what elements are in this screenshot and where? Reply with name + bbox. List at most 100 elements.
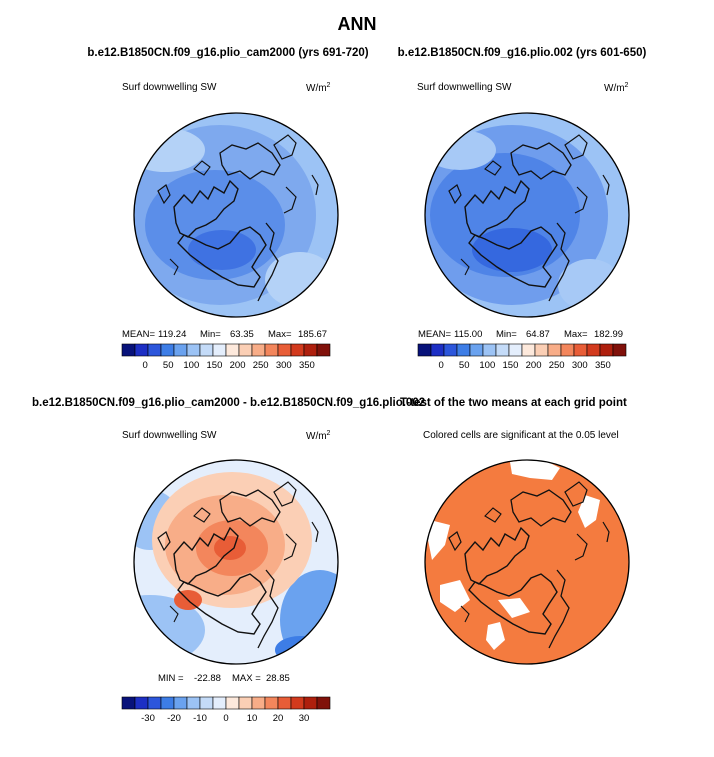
colorbar-swatch <box>264 696 279 710</box>
panel-2-min-label: Min= <box>496 329 517 340</box>
colorbar-tick-label: 20 <box>273 713 284 724</box>
panel-1-field-label: Surf downwelling SW <box>122 82 217 93</box>
colorbar-swatch <box>316 696 331 710</box>
panel-1-max-label: Max= <box>268 329 292 340</box>
panel-1-mean: 119.24 <box>158 329 186 340</box>
panel-2-mean-label: MEAN= <box>418 329 451 340</box>
panel-2-field-band-4 <box>425 130 496 170</box>
colorbar-swatch <box>430 343 445 357</box>
colorbar-tick-label: 0 <box>438 360 443 371</box>
panel-3-map-border <box>133 459 339 665</box>
colorbar-swatch <box>134 696 149 710</box>
colorbar-swatch <box>508 343 523 357</box>
colorbar-swatch <box>173 696 188 710</box>
colorbar-swatch <box>121 343 136 357</box>
panel-3-units-base: W/m <box>306 431 327 442</box>
panel-2-field-band-5 <box>558 259 622 311</box>
colorbar-swatch <box>456 343 471 357</box>
panel-2-title: b.e12.B1850CN.f09_g16.plio.002 (yrs 601-… <box>398 47 647 59</box>
panel-1-colorbar: 0 50 100 150 200 250 300 350 <box>121 343 331 371</box>
panel-2-units: W/m2 <box>604 82 629 94</box>
panel-1-field-band-3 <box>188 230 256 270</box>
panel-4-insignificant-region-6 <box>486 622 505 650</box>
panel-1-title: b.e12.B1850CN.f09_g16.plio_cam2000 (yrs … <box>87 47 368 59</box>
panel-1-stats: MEAN= 119.24 Min= 63.35 Max= 185.67 <box>122 329 327 340</box>
colorbar-swatch <box>186 696 201 710</box>
panel-2-max: 182.99 <box>594 329 623 340</box>
panel-4-significant-field <box>425 460 629 664</box>
panel-1: b.e12.B1850CN.f09_g16.plio_cam2000 (yrs … <box>87 47 368 371</box>
colorbar-tick-label: -20 <box>167 713 181 724</box>
colorbar-swatch <box>482 343 497 357</box>
colorbar-tick-label: 100 <box>183 360 199 371</box>
colorbar-swatch <box>121 696 136 710</box>
colorbar-swatch <box>186 343 201 357</box>
panel-4-insignificant-region-4 <box>440 580 470 612</box>
colorbar-tick-label: 250 <box>549 360 565 371</box>
colorbar-tick-label: 100 <box>479 360 495 371</box>
figure-main-title: ANN <box>338 14 377 34</box>
colorbar-tick-label: 200 <box>230 360 246 371</box>
colorbar-tick-label: 150 <box>503 360 519 371</box>
colorbar-swatch <box>277 696 292 710</box>
panel-1-map <box>134 113 338 317</box>
colorbar-tick-label: 250 <box>253 360 269 371</box>
colorbar-swatch <box>160 696 175 710</box>
colorbar-tick-label: 30 <box>299 713 310 724</box>
panel-1-units-base: W/m <box>306 83 327 94</box>
panel-2-colorbar: 0 50 100 150 200 250 300 350 <box>417 343 627 371</box>
colorbar-tick-label: 350 <box>595 360 611 371</box>
panel-1-units: W/m2 <box>306 82 331 94</box>
panel-2-map-border <box>424 112 630 318</box>
panel-2: b.e12.B1850CN.f09_g16.plio.002 (yrs 601-… <box>398 47 647 371</box>
panel-4-map-border <box>424 459 630 665</box>
panel-1-mean-label: MEAN= <box>122 329 155 340</box>
colorbar-swatch <box>586 343 601 357</box>
colorbar-tick-label: 350 <box>299 360 315 371</box>
colorbar-swatch <box>547 343 562 357</box>
panel-4-insignificant-region-5 <box>498 598 530 618</box>
colorbar-swatch <box>290 343 305 357</box>
panel-2-map <box>425 113 629 317</box>
colorbar-swatch <box>264 343 279 357</box>
colorbar-swatch <box>469 343 484 357</box>
panel-1-map-border <box>133 112 339 318</box>
colorbar-swatch <box>238 343 253 357</box>
colorbar-tick-label: 300 <box>572 360 588 371</box>
panel-1-field-band-5 <box>265 252 335 308</box>
panel-3-field-label: Surf downwelling SW <box>122 430 217 441</box>
colorbar-swatch <box>199 343 214 357</box>
panel-4: T-test of the two means at each grid poi… <box>400 397 630 665</box>
panel-2-min: 64.87 <box>526 329 550 340</box>
colorbar-swatch <box>277 343 292 357</box>
colorbar-swatch <box>599 343 614 357</box>
panel-1-units-sup: 2 <box>327 82 331 89</box>
colorbar-swatch <box>521 343 536 357</box>
panel-3-min: -22.88 <box>194 673 221 684</box>
panel-3-colorbar: -30 -20 -10 0 10 20 30 <box>121 696 331 724</box>
panel-3-field-band-9 <box>275 636 325 664</box>
colorbar-swatch <box>443 343 458 357</box>
panel-1-min-label: Min= <box>200 329 221 340</box>
colorbar-swatch <box>160 343 175 357</box>
colorbar-swatch <box>573 343 588 357</box>
colorbar-swatch <box>238 696 253 710</box>
panel-3-max-label: MAX = <box>232 673 261 684</box>
colorbar-tick-label: 0 <box>223 713 228 724</box>
colorbar-tick-label: 10 <box>247 713 258 724</box>
panel-4-insignificant-region-3 <box>428 520 450 560</box>
panel-3-units: W/m2 <box>306 430 331 442</box>
panel-4-subtitle: Colored cells are significant at the 0.0… <box>423 430 619 441</box>
colorbar-swatch <box>147 696 162 710</box>
colorbar-swatch <box>303 343 318 357</box>
colorbar-tick-label: 300 <box>276 360 292 371</box>
panel-4-title: T-test of the two means at each grid poi… <box>400 397 627 409</box>
panel-4-map <box>425 460 629 664</box>
colorbar-swatch <box>290 696 305 710</box>
colorbar-swatch <box>225 343 240 357</box>
colorbar-swatch <box>212 343 227 357</box>
panel-2-max-label: Max= <box>564 329 588 340</box>
panel-3: b.e12.B1850CN.f09_g16.plio_cam2000 - b.e… <box>32 397 425 724</box>
panel-2-units-base: W/m <box>604 83 625 94</box>
panel-3-max: 28.85 <box>266 673 290 684</box>
